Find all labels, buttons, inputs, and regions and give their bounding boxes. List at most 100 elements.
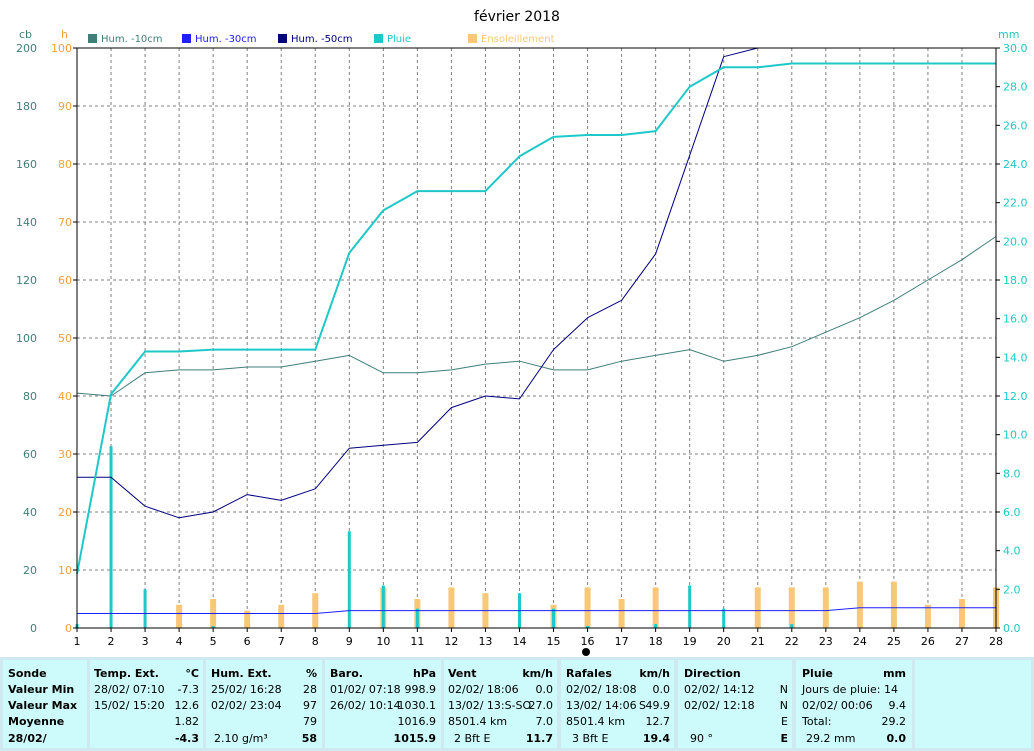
hours-axis: 0 10 20 30 40 50 60 70 80 90 100 <box>51 42 72 635</box>
pluie-max-time: 02/02/ 00:06 <box>802 699 873 712</box>
right-axis: 0.0 2.0 4.0 6.0 8.0 10.0 12.0 14.0 16.0 18.0 20.0 2… <box>996 42 1028 635</box>
pluie-unit: mm <box>883 667 906 680</box>
right-tick-label: 24.0 <box>1003 158 1028 171</box>
left-tick-label: 140 <box>16 216 37 229</box>
grid <box>77 48 996 628</box>
hours-tick-label: 40 <box>58 390 72 403</box>
x-tick-label: 7 <box>278 635 285 648</box>
rafales-avg: 12.7 <box>645 715 671 728</box>
series-line-hum30 <box>77 607 996 614</box>
sunshine-bar <box>618 599 625 628</box>
rain-bar <box>143 589 147 628</box>
row-label-avg: Moyenne <box>8 715 65 728</box>
pluie-block: Pluie mm Jours de pluie: 14 02/02/ 00:06… <box>796 660 912 748</box>
vent-min-time: 02/02/ 18:06 <box>448 683 519 696</box>
sunshine-bar <box>958 599 965 628</box>
sunshine-bar <box>584 587 591 628</box>
hum-max-time: 02/02/ 23:04 <box>211 699 282 712</box>
baro-current: 1015.9 <box>393 732 436 745</box>
sunshine-bar <box>788 587 795 628</box>
hours-tick-label: 50 <box>58 332 72 345</box>
chart-title: février 2018 <box>474 9 560 25</box>
x-tick-label: 25 <box>887 635 901 648</box>
x-tick-label: 13 <box>478 635 492 648</box>
rafales-min-time: 02/02/ 18:08 <box>566 683 637 696</box>
hours-axis-unit: h <box>61 28 68 41</box>
legend-swatch-hum30 <box>182 34 191 43</box>
hours-tick-label: 80 <box>58 158 72 171</box>
rain-bar <box>211 626 215 628</box>
vent-block: Vent km/h 02/02/ 18:06 0.0 13/02/ 13:S-S… <box>444 660 557 748</box>
pluie-rain-days: Jours de pluie: 14 <box>802 683 898 696</box>
legend-label-sun: Ensoleillement <box>481 34 555 45</box>
direction-min-time: 02/02/ 14:12 <box>684 683 755 696</box>
hours-tick-label: 90 <box>58 100 72 113</box>
left-tick-label: 180 <box>16 100 37 113</box>
temp-min-value: -7.3 <box>177 683 199 696</box>
x-tick-label: 26 <box>921 635 935 648</box>
baro-block: Baro. hPa 01/02/ 07:18 998.9 26/02/ 10:1… <box>325 660 441 748</box>
hum-title: Hum. Ext. <box>211 667 272 680</box>
rafales-distance: 8501.4 km <box>566 715 626 728</box>
right-tick-label: 0.0 <box>1003 622 1021 635</box>
right-tick-label: 28.0 <box>1003 81 1028 94</box>
x-tick-label: 27 <box>955 635 969 648</box>
row-label-max: Valeur Max <box>8 699 78 712</box>
x-tick-label: 12 <box>444 635 458 648</box>
x-tick-label: 6 <box>244 635 251 648</box>
legend-label-hum10: Hum. -10cm <box>101 34 163 45</box>
legend-swatch-pluie <box>374 34 383 43</box>
rafales-max-dir: S <box>639 699 646 712</box>
x-tick-label: 3 <box>142 635 149 648</box>
hours-tick-label: 100 <box>51 42 72 55</box>
lines <box>76 47 997 614</box>
vent-max-time: 13/02/ 13:S-SO <box>448 699 532 712</box>
row-label-sonde: Sonde <box>8 667 47 680</box>
hours-tick-label: 60 <box>58 274 72 287</box>
x-tick-label: 9 <box>346 635 353 648</box>
direction-max-value: N <box>779 699 788 712</box>
sunshine-bar <box>278 604 285 628</box>
vent-current: 11.7 <box>525 732 553 745</box>
right-tick-label: 8.0 <box>1003 467 1021 480</box>
vent-beaufort: 2 Bft E <box>454 732 491 745</box>
sunshine-bar <box>176 604 183 628</box>
rafales-current: 19.4 <box>642 732 670 745</box>
left-tick-label: 120 <box>16 274 37 287</box>
x-tick-label: 4 <box>176 635 183 648</box>
row-labels-block: Sonde Valeur Min Valeur Max Moyenne 28/0… <box>3 660 87 748</box>
rain-bar <box>347 531 351 628</box>
left-tick-label: 200 <box>16 42 37 55</box>
hours-tick-label: 20 <box>58 506 72 519</box>
rain-bar <box>109 446 113 628</box>
vent-unit: km/h <box>522 667 553 680</box>
temp-current: -4.3 <box>174 732 199 745</box>
sunshine-bar <box>448 587 455 628</box>
legend-label-hum50: Hum. -50cm <box>291 34 353 45</box>
right-axis-unit: mm <box>998 28 1019 41</box>
baro-avg: 1016.9 <box>397 715 437 728</box>
baro-min-time: 01/02/ 07:18 <box>330 683 401 696</box>
sunshine-bar <box>244 610 251 628</box>
x-tick-label: 28 <box>989 635 1003 648</box>
rafales-title: Rafales <box>566 667 612 680</box>
x-tick-label: 19 <box>683 635 697 648</box>
hours-tick-label: 10 <box>58 564 72 577</box>
legend-swatch-hum50 <box>278 34 287 43</box>
x-tick-label: 5 <box>210 635 217 648</box>
vent-avg: 7.0 <box>535 715 554 728</box>
legend-label-hum30: Hum. -30cm <box>195 34 257 45</box>
legend-swatch-hum10 <box>88 34 97 43</box>
rain-bar <box>586 626 590 628</box>
hum-unit: % <box>305 667 317 680</box>
x-tick-label: 20 <box>717 635 731 648</box>
temp-max-value: 12.6 <box>174 699 200 712</box>
rain-bar <box>722 608 726 628</box>
left-axis-unit: cb <box>19 28 32 41</box>
hours-tick-label: 0 <box>65 622 72 635</box>
hum-absolute: 2.10 g/m³ <box>214 732 268 745</box>
temp-block: Temp. Ext. °C 28/02/ 07:10 -7.3 15/02/ 1… <box>90 660 203 748</box>
rafales-unit: km/h <box>639 667 670 680</box>
x-tick-label: 14 <box>512 635 526 648</box>
vent-title: Vent <box>448 667 477 680</box>
